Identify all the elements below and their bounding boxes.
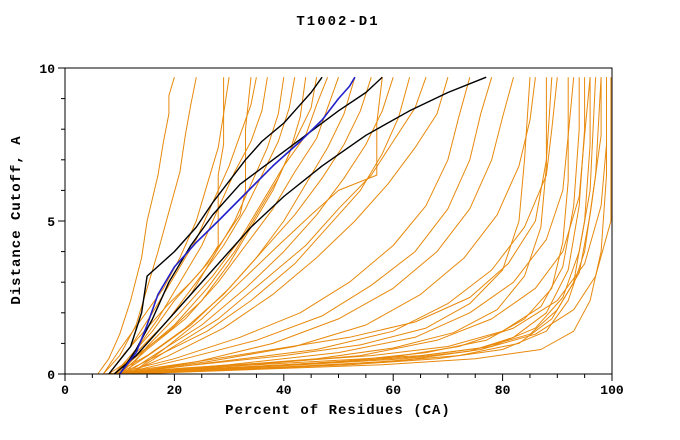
series-line-orange	[125, 77, 449, 375]
y-tick-label: 0	[47, 368, 55, 383]
series-line-orange	[108, 77, 531, 375]
series-line-orange	[114, 77, 536, 375]
series-line-blue	[119, 76, 356, 375]
series-line-orange	[102, 77, 230, 375]
series-line-orange	[119, 77, 372, 375]
x-tick-label: 0	[61, 383, 69, 398]
series-line-orange	[130, 77, 383, 375]
series-line-orange	[103, 77, 586, 375]
series-line-orange	[119, 77, 558, 375]
series-line-orange	[108, 77, 225, 375]
series-line-orange	[119, 77, 411, 375]
series-line-orange	[119, 77, 268, 375]
series-line-orange	[119, 77, 493, 375]
series-line-orange	[125, 77, 553, 375]
series-line-orange	[119, 77, 607, 375]
series-line-orange	[124, 77, 329, 375]
series-line-orange	[119, 77, 339, 375]
series-line-orange	[114, 77, 575, 375]
series-line-orange	[97, 77, 175, 375]
series-line-orange	[130, 77, 607, 375]
x-tick-label: 80	[495, 383, 511, 398]
y-tick-label: 10	[39, 62, 55, 77]
chart-title: T1002-D1	[296, 14, 380, 30]
x-axis-label: Percent of Residues (CA)	[225, 403, 451, 419]
series-line-orange	[113, 77, 285, 375]
series-line-black	[113, 76, 487, 375]
series-line-black	[119, 76, 383, 375]
y-tick-label: 5	[47, 215, 55, 230]
series-line-orange	[108, 77, 514, 375]
series-line-orange	[113, 77, 356, 375]
series-line-orange	[119, 77, 602, 375]
series-line-orange	[130, 77, 427, 375]
series-line-orange	[114, 77, 569, 375]
x-tick-label: 60	[385, 383, 401, 398]
series-line-orange	[108, 77, 257, 375]
x-tick-label: 20	[167, 383, 183, 398]
series-line-orange	[102, 77, 197, 375]
series-line-orange	[119, 77, 547, 375]
x-tick-label: 100	[600, 383, 624, 398]
series-line-black	[108, 76, 323, 375]
series-line-orange	[114, 77, 471, 375]
series-line-orange	[124, 77, 394, 375]
x-tick-label: 40	[276, 383, 292, 398]
